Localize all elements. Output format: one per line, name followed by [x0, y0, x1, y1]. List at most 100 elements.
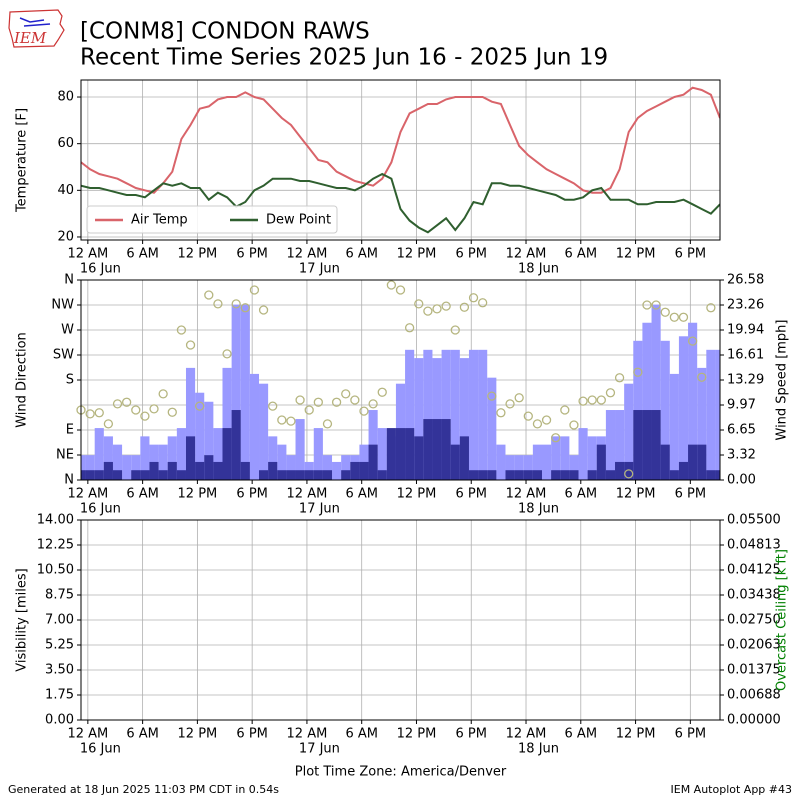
y-tick-label: 40	[57, 183, 74, 198]
subtitle: Recent Time Series 2025 Jun 16 - 2025 Ju…	[80, 45, 608, 71]
bar	[715, 470, 720, 480]
point	[423, 306, 433, 316]
bar	[295, 470, 305, 480]
bar	[395, 428, 406, 480]
point	[313, 397, 323, 407]
point	[478, 298, 488, 308]
bar	[706, 470, 716, 480]
bar	[615, 461, 625, 480]
y2-tick-label: 0.00	[727, 473, 756, 488]
point	[304, 405, 314, 415]
y2-tick-label: 26.58	[727, 273, 764, 288]
bar	[213, 461, 223, 480]
x-tick-label: 12 AM	[287, 727, 328, 742]
point	[268, 401, 278, 411]
x-tick-label: 6 PM	[456, 727, 487, 742]
x-tick-label: 12 PM	[616, 247, 656, 262]
y-tick-label: 1.75	[45, 688, 74, 703]
bar	[231, 410, 241, 480]
x-tick-label: 6 AM	[126, 487, 159, 502]
bar	[176, 470, 186, 480]
bar	[277, 444, 287, 480]
point	[678, 312, 689, 322]
point	[523, 411, 533, 421]
bar	[140, 470, 150, 480]
point	[706, 303, 716, 313]
x-tick-label: 6 AM	[126, 727, 159, 742]
point	[341, 389, 351, 399]
bar	[140, 436, 150, 480]
point	[633, 367, 643, 377]
bar	[414, 436, 424, 480]
title: [CONM8] CONDON RAWS	[80, 19, 370, 45]
y2-tick-label: 13.29	[727, 373, 764, 388]
point	[496, 408, 506, 418]
point	[404, 323, 415, 333]
point	[103, 419, 114, 429]
bar	[149, 461, 159, 480]
point	[541, 415, 552, 425]
y2-axis-label: Wind Speed [mph]	[775, 320, 790, 441]
point	[204, 290, 214, 300]
bar	[350, 461, 360, 480]
bar	[487, 377, 497, 480]
footer-generated: Generated at 18 Jun 2025 11:03 PM CDT in…	[8, 783, 279, 796]
bar	[240, 461, 250, 480]
point	[660, 307, 670, 317]
bar	[478, 470, 488, 480]
bar	[103, 461, 113, 480]
bar	[514, 455, 524, 480]
y2-tick-label: 0.03438	[727, 588, 781, 603]
x-tick-label: 6 PM	[236, 247, 267, 262]
bar	[551, 436, 561, 480]
y-tick-label: 12.25	[37, 538, 74, 553]
bar	[688, 322, 698, 480]
logo-text: IEM	[13, 29, 47, 47]
bar	[441, 419, 451, 480]
y-tick-label: E	[66, 423, 74, 438]
x-tick-label: 12 AM	[506, 487, 547, 502]
point	[614, 373, 625, 383]
bar	[185, 436, 196, 480]
y2-tick-label: 0.05500	[727, 513, 781, 528]
point	[569, 420, 579, 430]
x-axis-label: Plot Time Zone: America/Denver	[295, 765, 507, 780]
series-line	[81, 86, 720, 194]
bar	[651, 304, 661, 480]
bar	[332, 461, 342, 480]
point	[578, 396, 588, 406]
y-tick-label: 3.50	[45, 663, 74, 678]
x-tick-label: 12 AM	[506, 727, 547, 742]
bar	[532, 444, 542, 480]
y2-tick-label: 16.61	[727, 348, 764, 363]
x-tick-label: 12 AM	[287, 247, 328, 262]
bar	[715, 349, 720, 480]
point	[286, 416, 296, 426]
point	[176, 325, 187, 335]
y-tick-label: 7.00	[45, 613, 74, 628]
x-tick-label: 6 PM	[675, 727, 706, 742]
bar	[377, 428, 387, 480]
bar	[432, 419, 442, 480]
bar	[541, 444, 552, 480]
bar	[642, 410, 652, 480]
y2-tick-label: 0.02750	[727, 613, 781, 628]
point	[368, 399, 378, 409]
bar	[450, 349, 460, 480]
bar	[459, 358, 469, 480]
point	[195, 401, 205, 411]
bar	[85, 455, 95, 480]
point	[222, 349, 232, 359]
bar	[423, 419, 433, 480]
bar	[268, 461, 278, 480]
point	[185, 340, 196, 350]
bar	[122, 455, 132, 480]
y2-tick-label: 6.65	[727, 423, 756, 438]
x-tick-label: 12 PM	[178, 487, 218, 502]
x-tick-label: 12 PM	[397, 487, 437, 502]
point	[587, 395, 597, 405]
point	[386, 280, 397, 290]
point	[158, 389, 168, 399]
